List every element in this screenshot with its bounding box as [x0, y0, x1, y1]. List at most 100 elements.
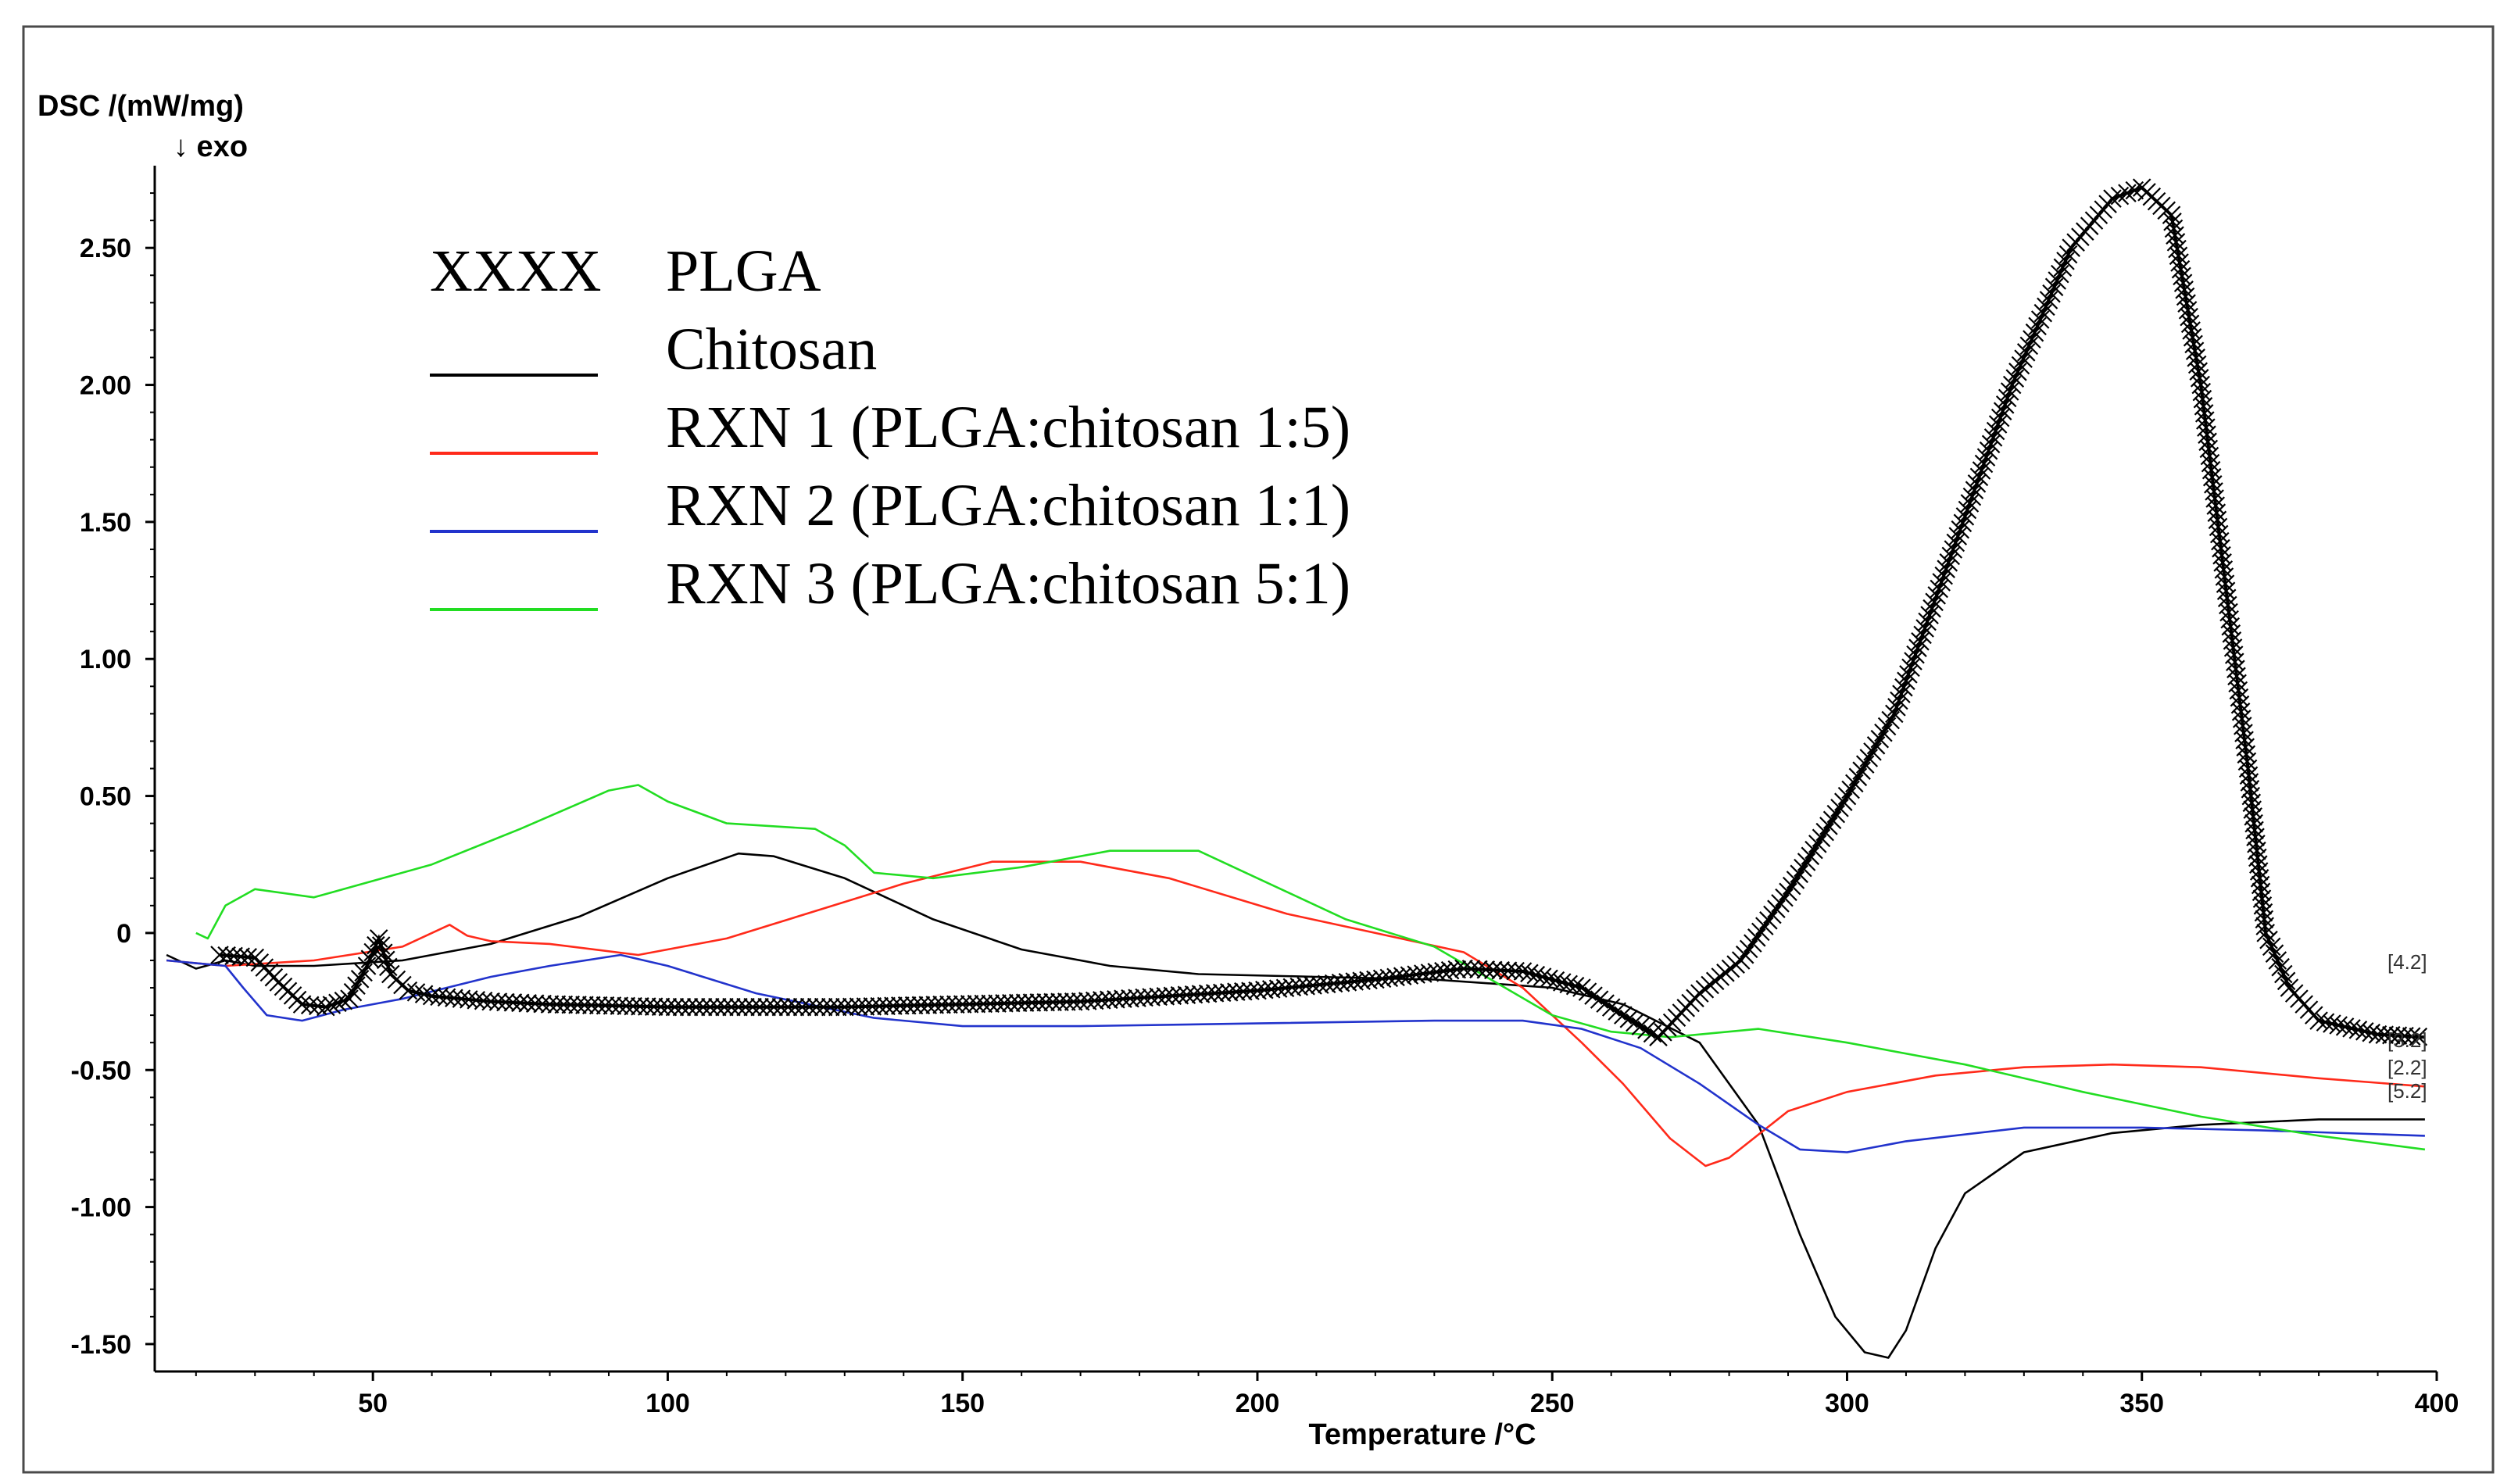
plga-marker — [322, 996, 342, 1014]
plga-marker — [1142, 988, 1161, 1007]
plga-marker — [1626, 1013, 1644, 1032]
plga-marker — [1747, 928, 1766, 947]
plga-marker — [736, 997, 755, 1017]
plga-marker — [1967, 474, 1987, 493]
plga-marker — [1491, 960, 1510, 980]
plga-marker — [1212, 983, 1232, 1003]
plga-marker — [863, 997, 882, 1016]
plga-marker — [1946, 533, 1965, 552]
plga-marker — [1513, 962, 1533, 981]
plga-marker — [568, 996, 587, 1014]
plga-marker — [2262, 937, 2281, 957]
plga-marker — [2355, 1022, 2374, 1041]
plga-marker — [1170, 985, 1189, 1005]
plga-marker — [624, 996, 642, 1016]
plga-marker — [2002, 375, 2022, 395]
plga-marker — [1899, 665, 1918, 684]
plga-marker — [1156, 987, 1175, 1006]
plga-marker — [1526, 965, 1546, 985]
plga-marker — [1631, 1017, 1651, 1035]
plga-marker — [722, 997, 741, 1017]
plga-marker — [1476, 960, 1496, 979]
plga-marker — [231, 947, 250, 966]
plga-marker — [1739, 939, 1758, 959]
plga-marker — [1837, 786, 1857, 806]
plga-marker — [399, 981, 418, 1000]
plga-marker — [1227, 982, 1246, 1001]
legend-label: PLGA — [666, 238, 821, 304]
plga-marker — [414, 985, 434, 1003]
y-tick-label: 0.50 — [80, 782, 131, 812]
plga-marker — [679, 997, 699, 1017]
plga-marker — [596, 996, 615, 1015]
plga-marker — [1976, 448, 1996, 467]
plga-marker — [960, 995, 979, 1014]
plga-marker — [658, 997, 678, 1017]
plga-marker — [1897, 671, 1915, 691]
plga-marker — [2014, 349, 2033, 368]
plga-marker — [1744, 934, 1762, 953]
plga-marker — [1960, 494, 1980, 513]
plga-marker — [1540, 969, 1558, 989]
plga-marker — [1114, 989, 1132, 1008]
x-tick-label: 100 — [646, 1389, 690, 1418]
plga-marker — [1177, 985, 1196, 1004]
plga-marker — [379, 957, 398, 977]
plga-marker — [1863, 742, 1882, 761]
plga-marker — [1983, 428, 2003, 447]
plga-marker — [771, 997, 791, 1017]
plga-marker — [377, 950, 395, 970]
plga-marker — [2268, 951, 2287, 970]
plga-marker — [1794, 858, 1812, 878]
plga-marker — [292, 995, 312, 1014]
plga-marker — [708, 997, 727, 1017]
plga-marker — [953, 995, 972, 1014]
plga-marker — [1990, 408, 2010, 427]
plga-marker — [561, 995, 580, 1014]
plga-marker — [1637, 1021, 1656, 1039]
plga-marker — [575, 996, 594, 1014]
y-tick-label: 1.00 — [80, 645, 131, 674]
plga-marker — [1901, 658, 1920, 678]
plga-marker — [785, 997, 805, 1017]
plga-marker — [1812, 828, 1831, 848]
plga-marker — [588, 996, 608, 1015]
plga-marker — [1614, 1006, 1633, 1024]
plga-marker — [1890, 691, 1908, 710]
plga-marker — [891, 996, 910, 1015]
plga-marker — [452, 989, 471, 1008]
y-tick-label: 0 — [116, 919, 131, 949]
plga-marker — [1988, 415, 2008, 434]
plga-marker — [1779, 882, 1797, 902]
plga-marker — [1149, 987, 1168, 1007]
plga-marker — [350, 970, 370, 989]
plga-marker — [1870, 729, 1890, 749]
plga-marker — [238, 948, 257, 967]
plga-marker — [582, 996, 601, 1015]
plga-marker — [1520, 964, 1539, 983]
plga-marker — [340, 989, 359, 1008]
plga-marker — [1022, 993, 1042, 1012]
plga-marker — [2000, 382, 2019, 401]
plga-marker — [1979, 441, 1998, 460]
legend-label: Chitosan — [666, 316, 877, 382]
plga-marker — [1782, 876, 1801, 896]
plga-marker — [2329, 1016, 2348, 1035]
plga-marker — [1484, 960, 1503, 980]
plga-marker — [1937, 560, 1955, 578]
plga-marker — [2042, 284, 2061, 303]
plga-marker — [547, 995, 567, 1014]
plga-marker — [224, 946, 243, 966]
plga-marker — [2051, 264, 2069, 284]
plga-marker — [1998, 388, 2017, 408]
plga-marker — [1751, 922, 1770, 942]
plga-marker — [533, 994, 552, 1014]
plga-marker — [884, 996, 903, 1015]
plga-marker — [1866, 736, 1886, 755]
plga-marker — [406, 983, 426, 1002]
plga-marker — [1043, 992, 1062, 1012]
plga-marker — [2274, 964, 2293, 984]
plga-marker — [2388, 1026, 2408, 1045]
plga-marker — [1767, 899, 1786, 918]
plga-marker — [1771, 894, 1790, 913]
